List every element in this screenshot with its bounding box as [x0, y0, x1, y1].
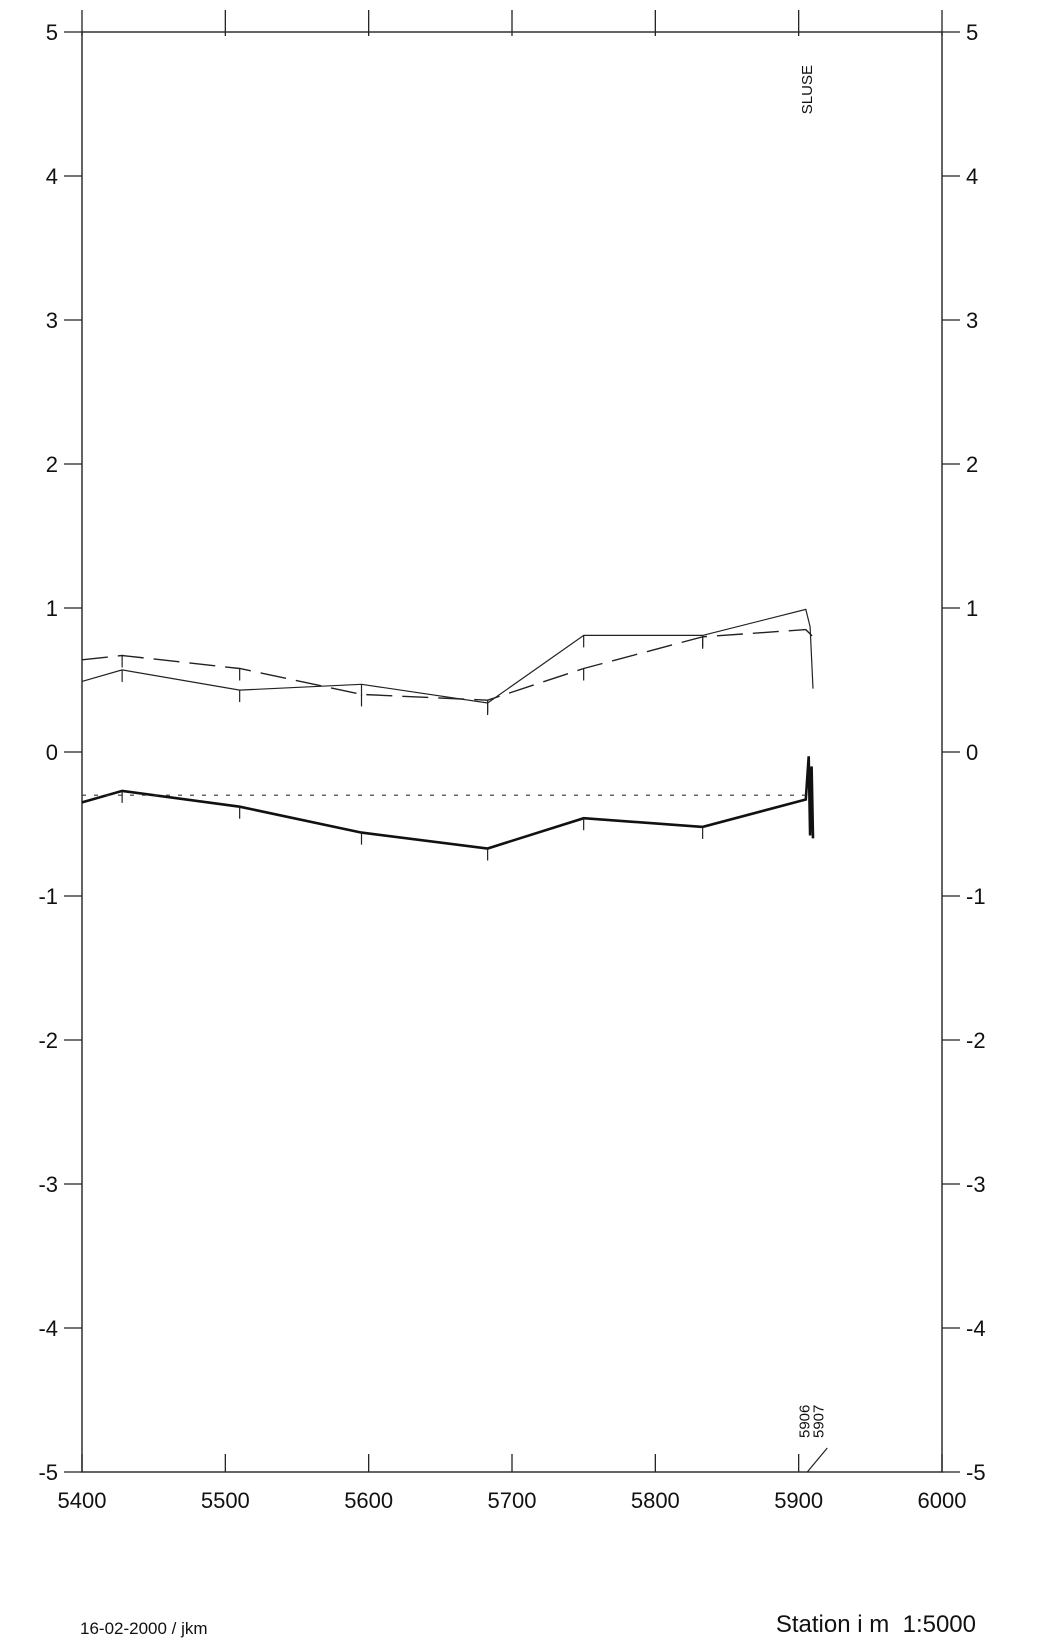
series-line-thick	[81, 756, 815, 850]
y-tick-label-right: 2	[966, 452, 978, 477]
series-line-dashed	[81, 628, 814, 701]
y-tick-label-right: -5	[966, 1460, 986, 1485]
y-tick-label-left: 5	[46, 20, 58, 45]
x-tick-label: 5900	[774, 1488, 823, 1513]
plot-frame	[81, 31, 943, 1473]
y-tick-label-right: -4	[966, 1316, 986, 1341]
y-tick-label-right: 4	[966, 164, 978, 189]
station-leader-line	[806, 1447, 828, 1473]
plot-border	[81, 31, 943, 1473]
y-tick-label-right: -1	[966, 884, 986, 909]
x-tick-label: 5800	[631, 1488, 680, 1513]
x-tick-label: 6000	[918, 1488, 967, 1513]
y-tick-label-left: 0	[46, 740, 58, 765]
y-tick-label-left: -5	[38, 1460, 58, 1485]
y-tick-label-left: 1	[46, 596, 58, 621]
x-axis-caption: Station i m 1:5000	[776, 1611, 976, 1639]
x-axis-label: Station i m	[775, 1611, 890, 1638]
sluse-label: SLUSE	[799, 65, 816, 114]
y-tick-label-left: 2	[46, 452, 58, 477]
x-tick-label: 5400	[58, 1488, 107, 1513]
series-lines	[81, 608, 815, 861]
y-tick-label-right: -3	[966, 1172, 986, 1197]
y-tick-label-left: 3	[46, 308, 58, 333]
footer-date-author: 16-02-2000 / jkm	[80, 1619, 208, 1638]
station-label-5907: 5907	[810, 1405, 827, 1438]
x-tick-label: 5700	[488, 1488, 537, 1513]
station-label-5906: 5906	[796, 1405, 813, 1438]
y-tick-label-left: -2	[38, 1028, 58, 1053]
y-tick-label-right: 0	[966, 740, 978, 765]
x-tick-label: 5600	[344, 1488, 393, 1513]
x-axis-scale: 1:5000	[902, 1611, 976, 1638]
series-line-solid	[81, 608, 814, 704]
y-tick-label-left: -1	[38, 884, 58, 909]
axis-ticks	[64, 10, 960, 1473]
y-tick-label-left: -3	[38, 1172, 58, 1197]
y-tick-label-right: 5	[966, 20, 978, 45]
y-tick-label-left: -4	[38, 1316, 58, 1341]
x-tick-label: 5500	[201, 1488, 250, 1513]
y-tick-label-left: 4	[46, 164, 58, 189]
y-tick-label-right: 1	[966, 596, 978, 621]
y-tick-label-right: 3	[966, 308, 978, 333]
y-tick-label-right: -2	[966, 1028, 986, 1053]
